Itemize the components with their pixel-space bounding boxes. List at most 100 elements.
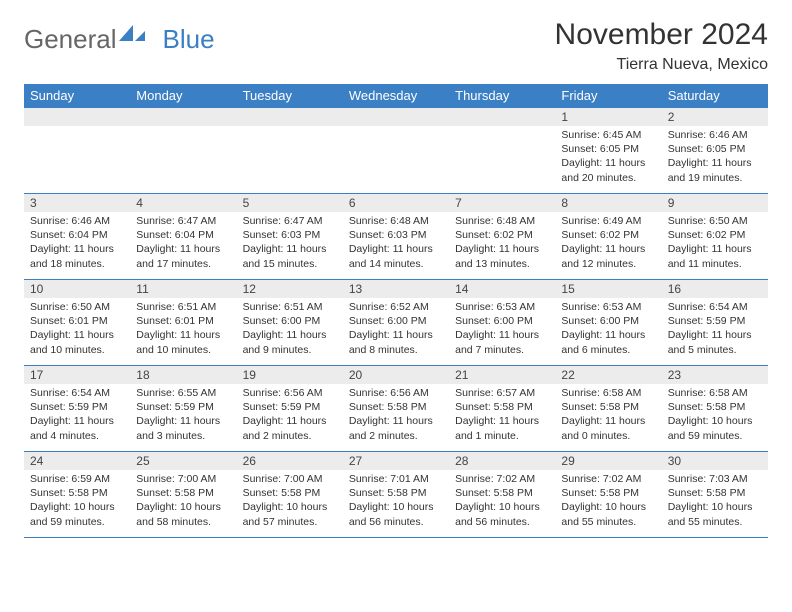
day-details: Sunrise: 7:02 AMSunset: 5:58 PMDaylight:… [555,470,661,533]
day-of-week-header: SundayMondayTuesdayWednesdayThursdayFrid… [24,84,768,108]
day-details: Sunrise: 6:48 AMSunset: 6:03 PMDaylight:… [343,212,449,275]
day-number: 3 [24,194,130,212]
day-number: 20 [343,366,449,384]
day-details: Sunrise: 6:51 AMSunset: 6:01 PMDaylight:… [130,298,236,361]
calendar-cell: 6Sunrise: 6:48 AMSunset: 6:03 PMDaylight… [343,194,449,280]
day-number-empty [449,108,555,126]
day-details: Sunrise: 6:46 AMSunset: 6:04 PMDaylight:… [24,212,130,275]
logo-text-1: General [24,24,117,55]
day-details: Sunrise: 6:54 AMSunset: 5:59 PMDaylight:… [24,384,130,447]
day-details: Sunrise: 6:57 AMSunset: 5:58 PMDaylight:… [449,384,555,447]
calendar-cell: 11Sunrise: 6:51 AMSunset: 6:01 PMDayligh… [130,280,236,366]
calendar-cell: 10Sunrise: 6:50 AMSunset: 6:01 PMDayligh… [24,280,130,366]
calendar-cell [237,108,343,194]
calendar-cell: 16Sunrise: 6:54 AMSunset: 5:59 PMDayligh… [662,280,768,366]
day-details: Sunrise: 7:02 AMSunset: 5:58 PMDaylight:… [449,470,555,533]
day-number: 7 [449,194,555,212]
day-details: Sunrise: 6:48 AMSunset: 6:02 PMDaylight:… [449,212,555,275]
day-details: Sunrise: 6:51 AMSunset: 6:00 PMDaylight:… [237,298,343,361]
page-title: November 2024 [555,18,768,52]
location-subtitle: Tierra Nueva, Mexico [555,56,768,74]
day-details: Sunrise: 7:00 AMSunset: 5:58 PMDaylight:… [237,470,343,533]
day-number: 28 [449,452,555,470]
calendar-cell: 25Sunrise: 7:00 AMSunset: 5:58 PMDayligh… [130,452,236,538]
calendar-cell: 17Sunrise: 6:54 AMSunset: 5:59 PMDayligh… [24,366,130,452]
day-number: 22 [555,366,661,384]
day-number: 6 [343,194,449,212]
day-number-empty [24,108,130,126]
day-details: Sunrise: 6:55 AMSunset: 5:59 PMDaylight:… [130,384,236,447]
calendar-cell: 19Sunrise: 6:56 AMSunset: 5:59 PMDayligh… [237,366,343,452]
calendar-cell: 18Sunrise: 6:55 AMSunset: 5:59 PMDayligh… [130,366,236,452]
calendar-cell: 1Sunrise: 6:45 AMSunset: 6:05 PMDaylight… [555,108,661,194]
day-number: 10 [24,280,130,298]
calendar-cell: 7Sunrise: 6:48 AMSunset: 6:02 PMDaylight… [449,194,555,280]
calendar-cell: 29Sunrise: 7:02 AMSunset: 5:58 PMDayligh… [555,452,661,538]
day-details: Sunrise: 6:54 AMSunset: 5:59 PMDaylight:… [662,298,768,361]
day-number: 2 [662,108,768,126]
day-details: Sunrise: 6:56 AMSunset: 5:59 PMDaylight:… [237,384,343,447]
day-number: 30 [662,452,768,470]
day-details: Sunrise: 6:56 AMSunset: 5:58 PMDaylight:… [343,384,449,447]
calendar-cell [24,108,130,194]
calendar-week: 3Sunrise: 6:46 AMSunset: 6:04 PMDaylight… [24,194,768,280]
calendar-table: SundayMondayTuesdayWednesdayThursdayFrid… [24,84,768,538]
day-number: 15 [555,280,661,298]
calendar-cell: 2Sunrise: 6:46 AMSunset: 6:05 PMDaylight… [662,108,768,194]
calendar-cell: 8Sunrise: 6:49 AMSunset: 6:02 PMDaylight… [555,194,661,280]
calendar-week: 1Sunrise: 6:45 AMSunset: 6:05 PMDaylight… [24,108,768,194]
header: General Blue November 2024 Tierra Nueva,… [24,18,768,74]
calendar-cell: 15Sunrise: 6:53 AMSunset: 6:00 PMDayligh… [555,280,661,366]
day-details: Sunrise: 7:00 AMSunset: 5:58 PMDaylight:… [130,470,236,533]
dow-header: Tuesday [237,84,343,108]
calendar-cell: 12Sunrise: 6:51 AMSunset: 6:00 PMDayligh… [237,280,343,366]
day-details: Sunrise: 7:01 AMSunset: 5:58 PMDaylight:… [343,470,449,533]
calendar-week: 10Sunrise: 6:50 AMSunset: 6:01 PMDayligh… [24,280,768,366]
day-number-empty [343,108,449,126]
day-details: Sunrise: 6:58 AMSunset: 5:58 PMDaylight:… [662,384,768,447]
dow-header: Wednesday [343,84,449,108]
day-number: 21 [449,366,555,384]
calendar-cell: 13Sunrise: 6:52 AMSunset: 6:00 PMDayligh… [343,280,449,366]
day-number: 11 [130,280,236,298]
dow-header: Saturday [662,84,768,108]
day-number: 4 [130,194,236,212]
dow-header: Thursday [449,84,555,108]
day-details: Sunrise: 6:47 AMSunset: 6:04 PMDaylight:… [130,212,236,275]
day-number: 25 [130,452,236,470]
day-number: 12 [237,280,343,298]
calendar-cell: 23Sunrise: 6:58 AMSunset: 5:58 PMDayligh… [662,366,768,452]
day-details: Sunrise: 6:45 AMSunset: 6:05 PMDaylight:… [555,126,661,189]
calendar-cell [130,108,236,194]
day-number: 8 [555,194,661,212]
day-number: 5 [237,194,343,212]
day-number: 24 [24,452,130,470]
day-details: Sunrise: 7:03 AMSunset: 5:58 PMDaylight:… [662,470,768,533]
calendar-cell: 5Sunrise: 6:47 AMSunset: 6:03 PMDaylight… [237,194,343,280]
day-details: Sunrise: 6:47 AMSunset: 6:03 PMDaylight:… [237,212,343,275]
calendar-cell: 14Sunrise: 6:53 AMSunset: 6:00 PMDayligh… [449,280,555,366]
day-details: Sunrise: 6:50 AMSunset: 6:02 PMDaylight:… [662,212,768,275]
logo-text-2: Blue [163,24,215,55]
calendar-cell [343,108,449,194]
day-number: 13 [343,280,449,298]
day-number: 29 [555,452,661,470]
day-details: Sunrise: 6:53 AMSunset: 6:00 PMDaylight:… [449,298,555,361]
dow-header: Friday [555,84,661,108]
day-details: Sunrise: 6:49 AMSunset: 6:02 PMDaylight:… [555,212,661,275]
day-number: 9 [662,194,768,212]
calendar-cell [449,108,555,194]
logo-sail-icon [119,19,145,50]
calendar-cell: 24Sunrise: 6:59 AMSunset: 5:58 PMDayligh… [24,452,130,538]
calendar-cell: 30Sunrise: 7:03 AMSunset: 5:58 PMDayligh… [662,452,768,538]
logo: General Blue [24,18,215,55]
dow-header: Sunday [24,84,130,108]
day-number: 14 [449,280,555,298]
calendar-cell: 21Sunrise: 6:57 AMSunset: 5:58 PMDayligh… [449,366,555,452]
calendar-cell: 9Sunrise: 6:50 AMSunset: 6:02 PMDaylight… [662,194,768,280]
calendar-cell: 28Sunrise: 7:02 AMSunset: 5:58 PMDayligh… [449,452,555,538]
day-number-empty [237,108,343,126]
calendar-week: 24Sunrise: 6:59 AMSunset: 5:58 PMDayligh… [24,452,768,538]
day-details: Sunrise: 6:52 AMSunset: 6:00 PMDaylight:… [343,298,449,361]
day-number: 19 [237,366,343,384]
